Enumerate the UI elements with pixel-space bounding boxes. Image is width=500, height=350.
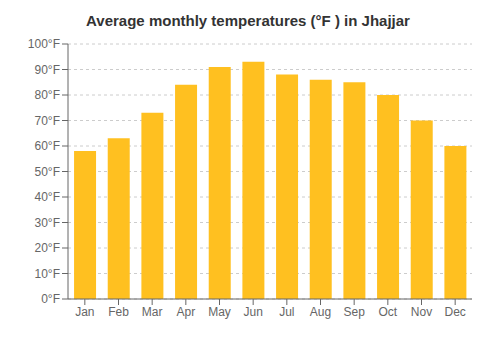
svg-text:0°F: 0°F [41, 292, 60, 306]
svg-text:70°F: 70°F [35, 114, 60, 128]
svg-text:Sep: Sep [343, 305, 365, 319]
svg-text:Nov: Nov [411, 305, 432, 319]
svg-text:20°F: 20°F [35, 241, 60, 255]
svg-text:50°F: 50°F [35, 165, 60, 179]
html-text:Average monthly temperatures (: Average monthly temperatures (°F ) in Jh… [86, 12, 410, 29]
svg-text:Oct: Oct [378, 305, 397, 319]
svg-text:80°F: 80°F [35, 88, 60, 102]
svg-text:Apr: Apr [176, 305, 195, 319]
svg-text:100°F: 100°F [28, 37, 60, 51]
svg-text:Mar: Mar [142, 305, 163, 319]
svg-text:May: May [208, 305, 231, 319]
svg-text:60°F: 60°F [35, 139, 60, 153]
svg-text:30°F: 30°F [35, 216, 60, 230]
svg-text:40°F: 40°F [35, 190, 60, 204]
svg-text:90°F: 90°F [35, 63, 60, 77]
svg-text:Jul: Jul [279, 305, 294, 319]
svg-text:Dec: Dec [444, 305, 465, 319]
svg-text:Feb: Feb [108, 305, 129, 319]
svg-text:Jan: Jan [75, 305, 94, 319]
svg-text:Jun: Jun [243, 305, 262, 319]
svg-text:Aug: Aug [310, 305, 331, 319]
svg-text:10°F: 10°F [35, 267, 60, 281]
